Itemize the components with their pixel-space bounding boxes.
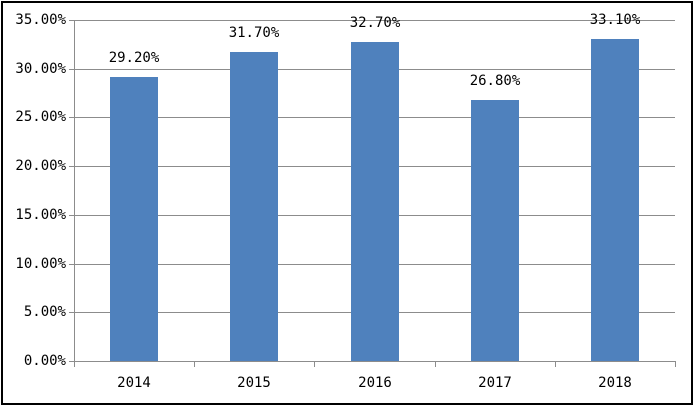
bar-2014	[110, 77, 158, 361]
x-axis-tick	[194, 362, 195, 367]
y-axis-tick	[69, 361, 74, 362]
x-axis-tick-label: 2016	[358, 375, 392, 391]
bar-2018	[591, 39, 639, 361]
bar-2015	[230, 52, 278, 361]
y-axis-tick-label: 35.00%	[15, 12, 66, 28]
y-axis-tick-label: 20.00%	[15, 158, 66, 174]
y-axis-tick-label: 5.00%	[23, 304, 66, 320]
x-axis-tick	[675, 362, 676, 367]
y-axis-tick	[69, 264, 74, 265]
bar-value-label: 32.70%	[349, 15, 401, 31]
y-axis-tick	[69, 215, 74, 216]
y-axis-tick-label: 25.00%	[15, 109, 66, 125]
gridline	[74, 20, 675, 21]
y-axis-tick-label: 30.00%	[15, 61, 66, 77]
bar-value-label: 31.70%	[228, 25, 280, 41]
x-axis-tick	[435, 362, 436, 367]
y-axis-tick	[69, 117, 74, 118]
x-axis-tick	[555, 362, 556, 367]
y-axis-tick	[69, 312, 74, 313]
bar-value-label: 26.80%	[469, 73, 521, 89]
x-axis-tick	[74, 362, 75, 367]
bar-value-label: 29.20%	[108, 50, 160, 66]
x-axis-tick-label: 2015	[237, 375, 271, 391]
bar-2016	[351, 42, 399, 361]
y-axis-tick-label: 15.00%	[15, 207, 66, 223]
x-axis-tick-label: 2014	[117, 375, 151, 391]
y-axis-tick	[69, 20, 74, 21]
y-axis-tick	[69, 69, 74, 70]
bar-2017	[471, 100, 519, 361]
y-axis-tick-label: 10.00%	[15, 256, 66, 272]
x-axis-line	[74, 361, 676, 362]
x-axis-tick-label: 2017	[478, 375, 512, 391]
bar-value-label: 33.10%	[589, 12, 641, 28]
y-axis-tick-label: 0.00%	[23, 353, 66, 369]
y-axis-tick	[69, 166, 74, 167]
x-axis-tick	[314, 362, 315, 367]
y-axis-line	[74, 20, 75, 361]
x-axis-tick-label: 2018	[598, 375, 632, 391]
